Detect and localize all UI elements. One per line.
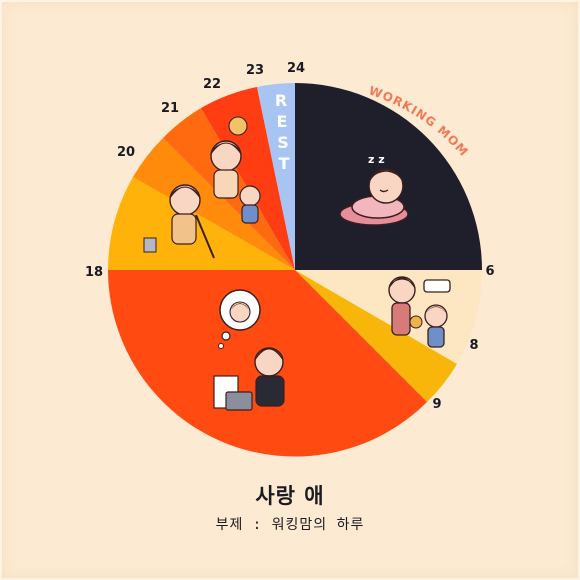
- rest-label-group: R E S T: [275, 91, 290, 173]
- page-title: 사랑 애: [255, 484, 325, 508]
- page-subtitle: 부제 : 워킹맘의 하루: [215, 517, 365, 533]
- zzz-icon: z z: [368, 153, 385, 166]
- hour-label-23: 23: [246, 63, 264, 78]
- hour-label-8: 8: [469, 338, 478, 353]
- hour-label-9: 9: [432, 397, 441, 412]
- wedge-evening-4: [201, 87, 295, 270]
- hour-labels: 6 8 9 18 20 21 22 23 24: [85, 61, 495, 412]
- rest-label-e: E: [277, 112, 288, 131]
- office-mom-illustration: [213, 289, 285, 411]
- hour-label-20: 20: [117, 145, 135, 160]
- lunchbox-icon: [423, 279, 451, 293]
- housework-mom-illustration: [143, 184, 215, 259]
- rest-label-r: R: [275, 91, 287, 110]
- bucket-icon: [143, 237, 157, 253]
- wedge-rest: [257, 83, 295, 270]
- wedge-evening-2: [133, 138, 295, 270]
- pie-wedges: [108, 83, 483, 457]
- rest-label-t: T: [279, 154, 290, 173]
- laptop-icon: [225, 391, 253, 411]
- hour-label-18: 18: [85, 265, 103, 280]
- hour-label-22: 22: [203, 77, 221, 92]
- hour-label-6: 6: [485, 264, 494, 279]
- rest-label-s: S: [277, 133, 289, 152]
- sleeping-mom-illustration: z z: [339, 153, 409, 226]
- wedge-commute: [295, 270, 457, 402]
- cooking-mom-child-illustration: [210, 116, 261, 224]
- hour-label-21: 21: [161, 101, 179, 116]
- morning-mom-child-illustration: [388, 276, 451, 348]
- hour-label-24: 24: [287, 61, 305, 76]
